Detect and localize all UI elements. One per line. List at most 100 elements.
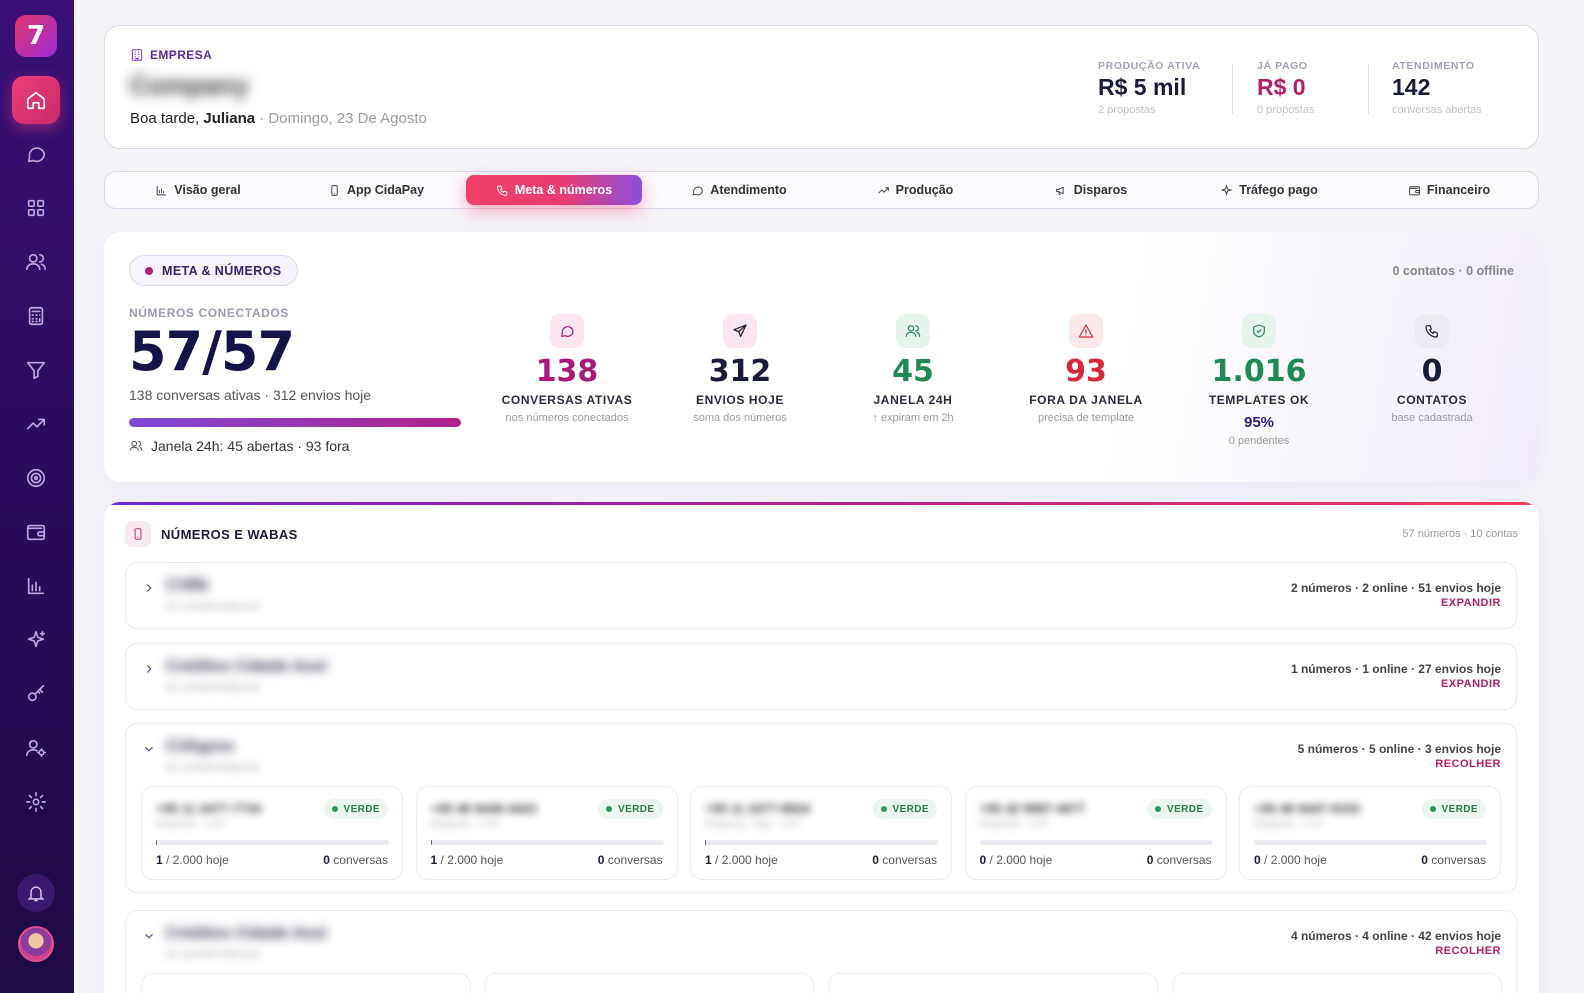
number-card[interactable]: [828, 973, 1158, 993]
phone-number: +55 42 9987-4977: [979, 801, 1086, 816]
tab-visao-geral[interactable]: Visão geral: [113, 175, 283, 205]
filter-icon[interactable]: [12, 346, 60, 394]
connected-sub: 138 conversas ativas · 312 envios hoje: [129, 387, 372, 403]
kpi-sub: precisa de template: [1038, 412, 1134, 424]
users-icon[interactable]: [12, 238, 60, 286]
collapse-button[interactable]: RECOLHER: [1435, 758, 1501, 770]
status-badge: VERDE: [1147, 799, 1212, 819]
target-icon[interactable]: [12, 454, 60, 502]
conversations: 0 conversas: [323, 853, 388, 867]
number-card[interactable]: [1172, 973, 1502, 993]
phone-number: +55 11 2477-7734: [156, 801, 262, 816]
kpi-conversas-ativas: 138 CONVERSAS ATIVAS nos números conectado…: [480, 314, 654, 424]
chat-icon: [692, 186, 704, 195]
users-icon: [896, 314, 930, 348]
tab-atendimento[interactable]: Atendimento: [651, 175, 827, 205]
key-icon[interactable]: [12, 670, 60, 718]
sent-today: 0 / 2.000 hoje: [1254, 853, 1327, 867]
chat-icon[interactable]: [12, 130, 60, 178]
waba-stats: 4 números · 4 online · 42 envios hoje: [1290, 929, 1501, 943]
app-logo[interactable]: 7: [15, 15, 57, 57]
tab-trafego-pago[interactable]: Tráfego pago: [1181, 175, 1357, 205]
trending-icon[interactable]: [12, 400, 60, 448]
phone-icon: [331, 184, 338, 196]
tab-disparos[interactable]: Disparos: [1003, 175, 1179, 205]
kpi-sub: ↑ expiram em 2h: [872, 412, 954, 424]
tab-meta-numeros[interactable]: Meta & números: [466, 175, 642, 205]
phone-owner: Empresa · Equ · 1 Nº: [705, 819, 800, 830]
number-card[interactable]: +55 11 2477-8924 Empresa · Equ · 1 Nº VERD…: [690, 786, 952, 880]
megaphone-icon: [1055, 185, 1064, 195]
sparkle-icon: [1220, 183, 1233, 196]
connected-value: 57/57: [129, 320, 295, 383]
section-pill: META & NÚMEROS: [129, 255, 298, 286]
current-date: · Domingo, 23 De Agosto: [255, 110, 427, 127]
users-icon: [129, 440, 143, 451]
waba-stats: 5 números · 5 online · 3 envios hoje: [1297, 742, 1501, 756]
trending-icon: [877, 186, 889, 194]
chart-icon[interactable]: [12, 562, 60, 610]
collapse-button[interactable]: RECOLHER: [1435, 945, 1501, 957]
tab-financeiro[interactable]: Financeiro: [1361, 175, 1537, 205]
calculator-icon[interactable]: [12, 292, 60, 340]
kpi-value: 45: [892, 354, 934, 389]
conversations: 0 conversas: [597, 853, 663, 867]
stat-pago: JÁ PAGO R$ 0 0 propostas: [1257, 60, 1315, 116]
wallet-icon: [1409, 185, 1420, 195]
usage-bar: [979, 840, 1213, 845]
divider: [1368, 64, 1369, 114]
phone-owner: Empresa · 1 Nº: [979, 819, 1048, 830]
number-card[interactable]: [484, 973, 814, 993]
chevron-down-icon[interactable]: [142, 929, 156, 943]
home-icon[interactable]: [12, 76, 60, 124]
wabas-title: NÚMEROS E WABAS: [125, 521, 298, 547]
number-card[interactable]: +55 11 2477-7734 Empresa · 1 Nº VERDE 1 / 2…: [141, 786, 403, 880]
kpi-janela-24h: 45 JANELA 24H ↑ expiram em 2h: [826, 314, 1000, 424]
waba-name: Créditos Cidade Azul: [166, 925, 327, 942]
sent-today: 0 / 2.000 hoje: [979, 853, 1053, 867]
chevron-down-icon[interactable]: [142, 742, 156, 756]
expand-button[interactable]: EXPANDIR: [1440, 597, 1501, 609]
number-card[interactable]: +55 48 9447-9153 Empresa · 1 Nº VERDE 0 / 2…: [1239, 786, 1501, 880]
waba-name: CVAgora: [166, 738, 234, 755]
chevron-right-icon[interactable]: [142, 581, 156, 595]
waba-name: CVBk: [166, 577, 209, 594]
number-card[interactable]: +55 42 9987-4977 Empresa · 1 Nº VERDE 0 / 2…: [964, 786, 1227, 880]
tab-app-cidapay[interactable]: App CidaPay: [291, 175, 461, 205]
company-name: Company: [130, 70, 249, 100]
sparkle-icon[interactable]: [12, 616, 60, 664]
meta-numeros-card: META & NÚMEROS 0 contatos · 0 offline NÚ…: [104, 232, 1539, 482]
waba-group: Créditos Cidade Azul ID 1234567890123 4 nú…: [125, 910, 1517, 993]
stat-atendimento: ATENDIMENTO 142 conversas abertas: [1392, 60, 1482, 116]
kpi-sub: 0 pendentes: [1228, 435, 1290, 447]
expand-button[interactable]: EXPANDIR: [1440, 678, 1501, 690]
number-card[interactable]: [141, 973, 471, 993]
number-card[interactable]: +55 48 9449-3423 Empresa · 1 Nº VERDE 1 / 2…: [415, 786, 678, 880]
waba-name: Créditos Cidade Azul: [166, 658, 327, 675]
phone-number: +55 11 2477-8924: [705, 801, 811, 816]
avatar[interactable]: [18, 926, 54, 962]
settings-icon[interactable]: [12, 778, 60, 826]
phone-owner: Empresa · 1 Nº: [1254, 819, 1323, 830]
contacts-status: 0 contatos · 0 offline: [1392, 264, 1514, 278]
send-icon: [723, 314, 757, 348]
user-gear-icon[interactable]: [12, 724, 60, 772]
tab-producao[interactable]: Produção: [827, 175, 1003, 205]
kpi-value: 312: [708, 354, 772, 389]
grid-icon[interactable]: [12, 184, 60, 232]
kpi-label: TEMPLATES OK: [1208, 393, 1310, 407]
bell-icon[interactable]: [17, 874, 55, 912]
company-header: EMPRESA Company Boa tarde, Juliana · Dom…: [104, 25, 1539, 149]
shield-icon: [1242, 314, 1276, 348]
wallet-icon[interactable]: [12, 508, 60, 556]
waba-group: CVAgora ID 1234567890123 5 números · 5 onl…: [125, 723, 1517, 893]
kpi-value: 1.016: [1211, 354, 1307, 389]
kpi-label: ENVIOS HOJE: [696, 393, 784, 407]
kpi-envios-hoje: 312 ENVIOS HOJE soma dos números: [653, 314, 827, 424]
chat-icon: [550, 314, 584, 348]
status-badge: VERDE: [598, 799, 663, 819]
call-icon: [497, 185, 508, 196]
chevron-right-icon[interactable]: [142, 662, 156, 676]
status-badge: VERDE: [1421, 799, 1486, 819]
connected-progress: [129, 418, 461, 427]
